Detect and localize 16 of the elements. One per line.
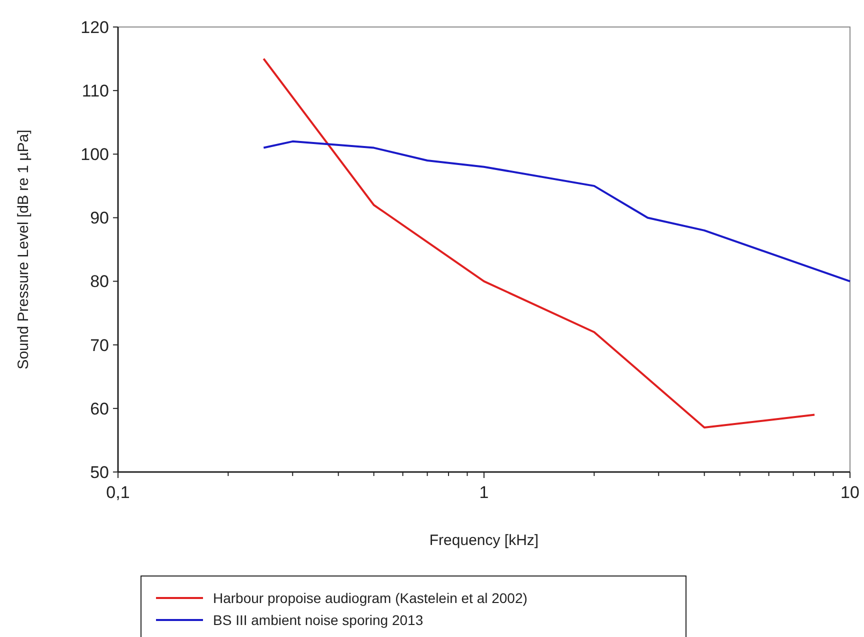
y-tick-label: 80 bbox=[90, 272, 109, 292]
y-tick-label: 90 bbox=[90, 208, 109, 228]
y-tick-label: 120 bbox=[80, 18, 109, 37]
y-tick-label: 100 bbox=[80, 145, 109, 164]
x-tick-label: 0,1 bbox=[106, 483, 130, 502]
y-tick-label: 60 bbox=[90, 399, 109, 418]
y-tick-label: 110 bbox=[82, 82, 109, 101]
x-tick-label: 10 bbox=[840, 483, 860, 502]
y-tick-label: 50 bbox=[90, 462, 109, 482]
x-axis-title: Frequency [kHz] bbox=[429, 532, 539, 549]
legend-label: BS III ambient noise sporing 2013 bbox=[213, 612, 424, 628]
line-series bbox=[262, 58, 816, 428]
y-axis-title: Sound Pressure Level [dB re 1 µPa] bbox=[15, 130, 32, 370]
y-tick-label: 70 bbox=[90, 336, 109, 355]
x-tick-label: 1 bbox=[479, 483, 489, 502]
legend-label: Harbour propoise audiogram (Kastelein et al 2002) bbox=[213, 590, 528, 606]
